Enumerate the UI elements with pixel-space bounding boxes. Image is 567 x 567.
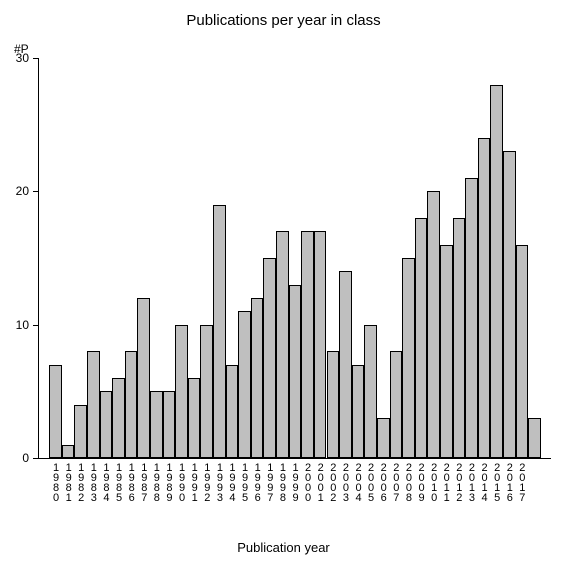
- x-tick-label: 1981: [63, 462, 74, 502]
- bar: [402, 258, 415, 458]
- x-tick-label: 1984: [100, 462, 111, 502]
- bar: [453, 218, 466, 458]
- bar: [150, 391, 163, 458]
- x-tick-label: 1995: [239, 462, 250, 502]
- y-tick: [33, 191, 39, 192]
- bar: [503, 151, 516, 458]
- x-tick-label: 2003: [340, 462, 351, 502]
- bar: [465, 178, 478, 458]
- x-tick-label: 1999: [290, 462, 301, 502]
- bar: [490, 85, 503, 458]
- x-tick-label: 1989: [163, 462, 174, 502]
- x-tick-label: 1990: [176, 462, 187, 502]
- bar: [263, 258, 276, 458]
- x-tick-label: 2006: [378, 462, 389, 502]
- bar: [87, 351, 100, 458]
- x-tick-label: 1986: [126, 462, 137, 502]
- bar: [137, 298, 150, 458]
- x-axis-label: Publication year: [0, 540, 567, 555]
- x-tick-label: 2008: [403, 462, 414, 502]
- x-tick-label: 1987: [138, 462, 149, 502]
- x-tick-label: 2016: [504, 462, 515, 502]
- bar: [289, 285, 302, 458]
- bar: [226, 365, 239, 458]
- chart-title: Publications per year in class: [0, 12, 567, 29]
- bar: [339, 271, 352, 458]
- x-tick-label: 2001: [315, 462, 326, 502]
- bar: [175, 325, 188, 458]
- bar: [125, 351, 138, 458]
- bar: [528, 418, 541, 458]
- x-tick-label: 2010: [428, 462, 439, 502]
- bar: [440, 245, 453, 458]
- bar: [415, 218, 428, 458]
- x-tick-label: 1998: [277, 462, 288, 502]
- x-tick-label: 2017: [516, 462, 527, 502]
- bar: [213, 205, 226, 458]
- x-tick-label: 2013: [466, 462, 477, 502]
- x-tick-label: 1994: [226, 462, 237, 502]
- bar: [200, 325, 213, 458]
- x-tick-label: 1988: [151, 462, 162, 502]
- chart-container: Publications per year in class #P 010203…: [0, 0, 567, 567]
- y-tick-label: 20: [16, 184, 29, 198]
- bar: [112, 378, 125, 458]
- bar: [188, 378, 201, 458]
- y-tick-label: 0: [22, 451, 29, 465]
- y-tick-label: 30: [16, 51, 29, 65]
- x-tick-label: 2007: [390, 462, 401, 502]
- x-tick-label: 2011: [441, 462, 452, 502]
- bar: [364, 325, 377, 458]
- bar: [377, 418, 390, 458]
- bar: [516, 245, 529, 458]
- x-tick-label: 1982: [75, 462, 86, 502]
- bar: [62, 445, 75, 458]
- x-tick-label: 1992: [201, 462, 212, 502]
- x-tick-label: 1997: [264, 462, 275, 502]
- bar: [427, 191, 440, 458]
- bar: [74, 405, 87, 458]
- bar: [49, 365, 62, 458]
- y-tick: [33, 325, 39, 326]
- y-tick: [33, 458, 39, 459]
- bars-group: [39, 58, 551, 458]
- bar: [352, 365, 365, 458]
- x-tick-label: 1996: [252, 462, 263, 502]
- x-tick-label: 2000: [302, 462, 313, 502]
- bar: [238, 311, 251, 458]
- x-tick-label: 2015: [491, 462, 502, 502]
- bar: [314, 231, 327, 458]
- plot-area: 0102030198019811982198319841985198619871…: [38, 58, 551, 459]
- bar: [276, 231, 289, 458]
- bar: [251, 298, 264, 458]
- y-tick-label: 10: [16, 318, 29, 332]
- bar: [163, 391, 176, 458]
- bar: [478, 138, 491, 458]
- bar: [390, 351, 403, 458]
- bar: [301, 231, 314, 458]
- x-tick-label: 2002: [327, 462, 338, 502]
- x-tick-label: 1980: [50, 462, 61, 502]
- x-tick-label: 2012: [453, 462, 464, 502]
- x-tick-label: 1993: [214, 462, 225, 502]
- x-tick-label: 1985: [113, 462, 124, 502]
- y-tick: [33, 58, 39, 59]
- x-tick-label: 1983: [88, 462, 99, 502]
- x-tick-label: 1991: [189, 462, 200, 502]
- x-tick-label: 2009: [416, 462, 427, 502]
- x-tick-label: 2014: [479, 462, 490, 502]
- x-tick-label: 2005: [365, 462, 376, 502]
- bar: [327, 351, 340, 458]
- x-tick-label: 2004: [353, 462, 364, 502]
- bar: [100, 391, 113, 458]
